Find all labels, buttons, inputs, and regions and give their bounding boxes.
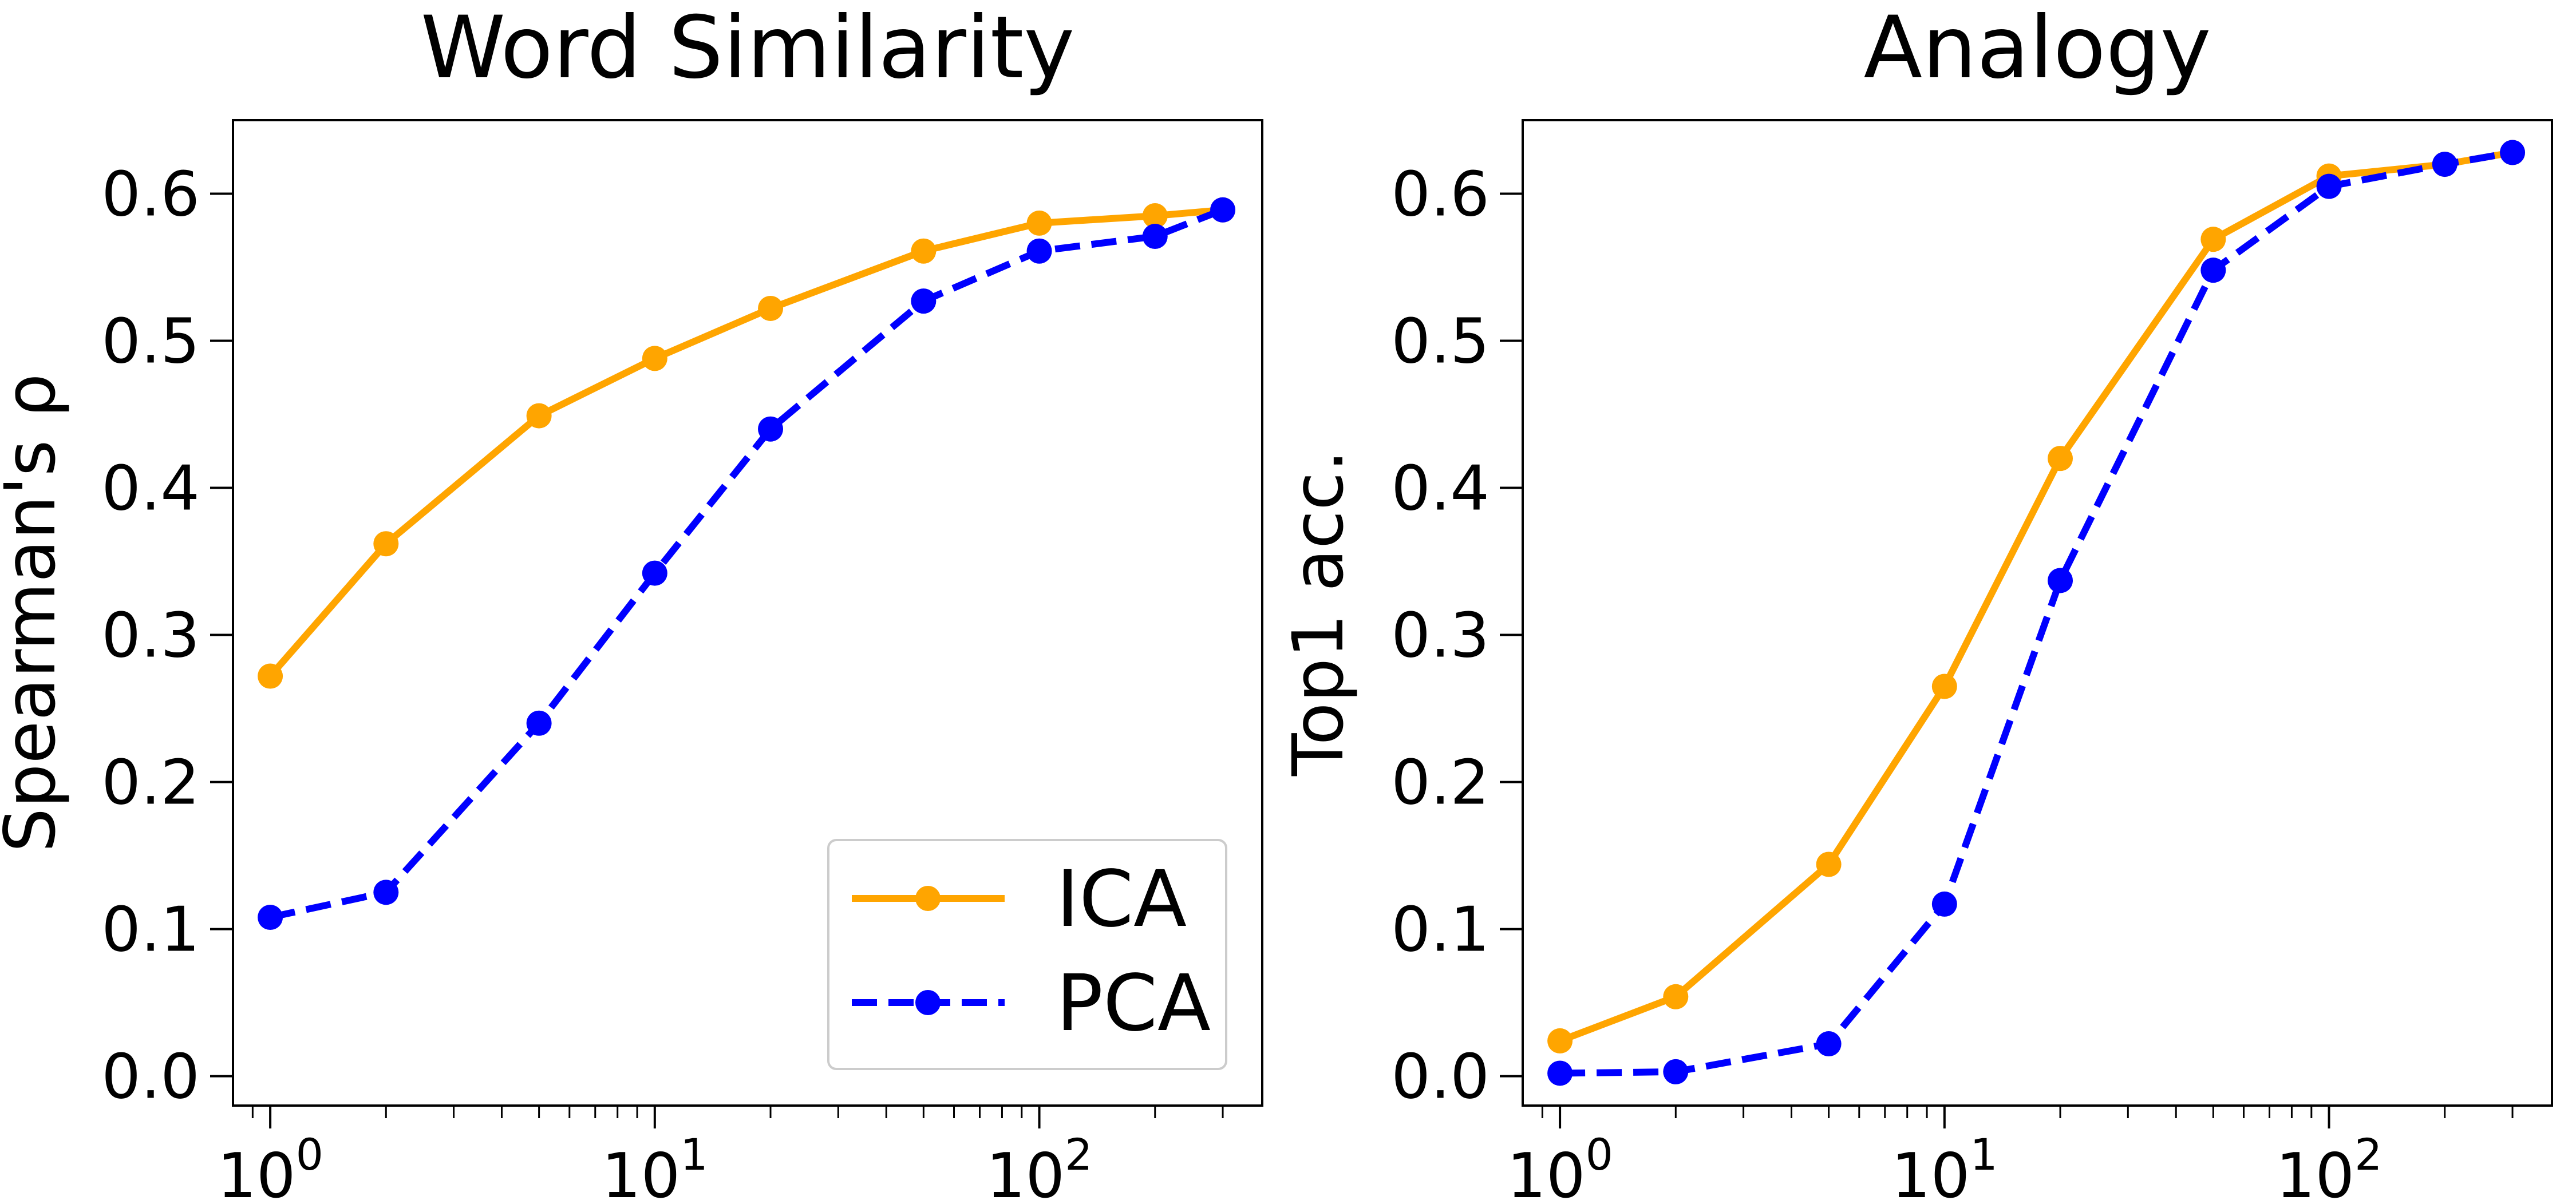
- data-point-pca: [642, 560, 667, 586]
- legend-label-pca: PCA: [1056, 959, 1211, 1049]
- y-tick-label: 0.0: [1391, 1041, 1490, 1113]
- series-line-ica: [1558, 149, 2514, 1044]
- x-tick-label: 102: [2276, 1129, 2383, 1202]
- data-point-pca: [1210, 197, 1236, 223]
- data-point-ica: [2200, 227, 2226, 252]
- x-tick-label: 100: [1507, 1129, 1613, 1202]
- data-point-pca: [911, 288, 937, 314]
- y-axis-label: Spearman's ρ: [0, 374, 71, 853]
- data-point-pca: [1142, 224, 1168, 249]
- data-point-ica: [642, 346, 667, 371]
- data-point-ica: [911, 238, 937, 264]
- data-point-pca: [526, 710, 552, 736]
- x-tick-exponent: 0: [1586, 1129, 1613, 1180]
- y-tick-label: 0.6: [1391, 159, 1490, 231]
- data-point-ica: [1026, 210, 1052, 236]
- data-point-pca: [1931, 891, 1957, 917]
- y-axis-label: Top1 acc.: [1278, 450, 1359, 777]
- legend: ICA PCA: [827, 839, 1227, 1070]
- data-point-pca: [2316, 173, 2342, 199]
- x-tick-exponent: 1: [1970, 1129, 1997, 1180]
- y-tick-label: 0.3: [1391, 600, 1490, 672]
- legend-marker-ica: [915, 886, 941, 911]
- data-point-ica: [258, 663, 283, 689]
- y-tick-label: 0.1: [101, 894, 200, 966]
- x-tick-label: 101: [1891, 1129, 1998, 1202]
- legend-marker-pca: [915, 990, 941, 1015]
- data-point-pca: [1547, 1060, 1573, 1086]
- chart-panel-1: Word Similarity Spearman's ρ 0.0 0.1 0.2 0.3 0…: [0, 0, 1263, 1204]
- legend-label-ica: ICA: [1056, 854, 1187, 945]
- y-tick-label: 0.4: [1391, 453, 1490, 525]
- data-point-pca: [373, 880, 399, 905]
- y-tick-label: 0.2: [1391, 747, 1490, 819]
- x-tick-exponent: 2: [1065, 1129, 1092, 1180]
- data-point-ica: [1663, 984, 1689, 1009]
- y-tick-label: 0.3: [101, 600, 200, 672]
- data-point-pca: [2048, 568, 2073, 593]
- x-tick-label: 101: [602, 1129, 708, 1202]
- data-point-pca: [2500, 140, 2526, 165]
- x-tick-label: 100: [217, 1129, 323, 1202]
- y-tick-label: 0.0: [101, 1041, 200, 1113]
- data-point-ica: [758, 295, 784, 321]
- data-point-ica: [526, 403, 552, 429]
- x-tick-exponent: 1: [680, 1129, 708, 1180]
- data-point-ica: [2048, 446, 2073, 472]
- data-point-pca: [1026, 238, 1052, 264]
- x-tick-base: 10: [986, 1140, 1065, 1202]
- chart-title: Word Similarity: [421, 0, 1074, 98]
- x-tick-base: 10: [217, 1140, 295, 1202]
- x-tick-exponent: 0: [296, 1129, 323, 1180]
- data-point-ica: [1816, 851, 1842, 877]
- plot-frame: [232, 119, 1263, 1107]
- y-tick-label: 0.5: [101, 306, 200, 378]
- data-point-pca: [758, 416, 784, 442]
- x-tick-base: 10: [2276, 1140, 2354, 1202]
- data-point-ica: [373, 531, 399, 557]
- x-tick-label: 102: [986, 1129, 1093, 1202]
- y-tick-label: 0.1: [1391, 894, 1490, 966]
- x-tick-base: 10: [602, 1140, 680, 1202]
- data-point-pca: [1663, 1059, 1689, 1084]
- y-tick-label: 0.6: [101, 159, 200, 231]
- y-tick-label: 0.4: [101, 453, 200, 525]
- data-point-ica: [1142, 203, 1168, 229]
- plot-frame: [1522, 119, 2553, 1107]
- y-tick-label: 0.5: [1391, 306, 1490, 378]
- x-tick-base: 10: [1507, 1140, 1585, 1202]
- data-point-pca: [258, 905, 283, 930]
- chart-title: Analogy: [1863, 0, 2211, 98]
- data-point-pca: [1816, 1031, 1842, 1057]
- series-line-ica: [267, 206, 1223, 679]
- series-line-pca: [1560, 149, 2514, 1077]
- data-point-pca: [2200, 258, 2226, 283]
- y-tick-label: 0.2: [101, 747, 200, 819]
- data-point-pca: [2432, 152, 2458, 177]
- x-tick-base: 10: [1891, 1140, 1970, 1202]
- data-point-ica: [1931, 674, 1957, 699]
- data-point-ica: [1547, 1028, 1573, 1054]
- x-tick-exponent: 2: [2354, 1129, 2382, 1180]
